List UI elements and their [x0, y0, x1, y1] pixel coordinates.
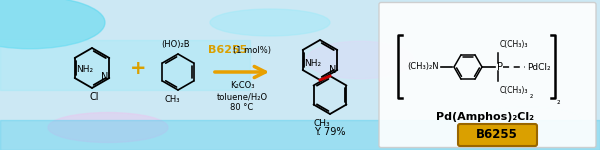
Text: Cl: Cl [89, 92, 99, 102]
Ellipse shape [474, 106, 582, 134]
FancyBboxPatch shape [458, 124, 537, 146]
Text: B6255: B6255 [476, 129, 518, 141]
Text: (1 mol%): (1 mol%) [233, 45, 271, 54]
Text: CH₃: CH₃ [164, 96, 180, 105]
Ellipse shape [0, 0, 105, 49]
Text: (HO)₂B: (HO)₂B [161, 39, 190, 48]
Text: NH₂: NH₂ [76, 66, 93, 75]
Ellipse shape [210, 9, 330, 36]
Text: P: P [497, 62, 503, 72]
Text: N: N [329, 65, 336, 75]
Text: 80 °C: 80 °C [230, 103, 254, 112]
Text: PdCl₂: PdCl₂ [527, 63, 551, 72]
Text: N: N [101, 72, 108, 82]
Text: CH₃: CH₃ [314, 118, 331, 127]
Ellipse shape [306, 41, 414, 79]
Text: ₂: ₂ [530, 90, 533, 99]
Text: B6255: B6255 [208, 45, 248, 55]
Text: NH₂: NH₂ [304, 58, 321, 68]
Text: ₂: ₂ [557, 96, 560, 105]
Text: Y. 79%: Y. 79% [314, 127, 346, 137]
Text: Pd(Amphos)₂Cl₂: Pd(Amphos)₂Cl₂ [436, 112, 534, 122]
Text: K₂CO₃: K₂CO₃ [230, 81, 254, 90]
Ellipse shape [48, 112, 168, 142]
Text: C(CH₃)₃: C(CH₃)₃ [500, 85, 529, 94]
Text: +: + [130, 58, 146, 78]
FancyBboxPatch shape [379, 3, 596, 147]
Text: toluene/H₂O: toluene/H₂O [217, 93, 268, 102]
Text: C(CH₃)₃: C(CH₃)₃ [500, 40, 529, 50]
Text: (CH₃)₂N: (CH₃)₂N [407, 63, 439, 72]
